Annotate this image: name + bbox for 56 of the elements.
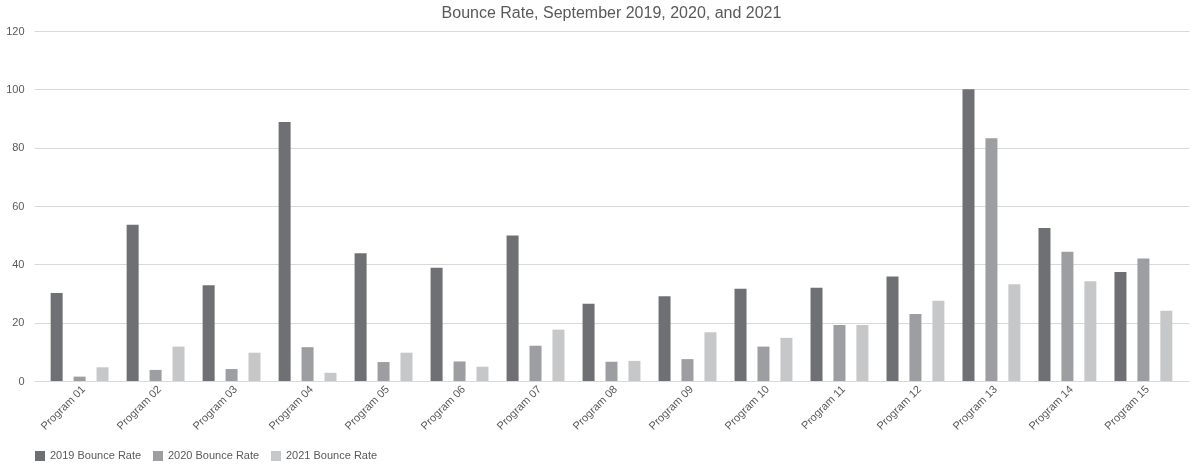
bar bbox=[1061, 251, 1074, 381]
bar bbox=[681, 359, 694, 381]
bar bbox=[932, 300, 945, 381]
bar bbox=[985, 138, 998, 381]
chart-title: Bounce Rate, September 2019, 2020, and 2021 bbox=[441, 4, 782, 21]
bar bbox=[172, 346, 185, 381]
bar bbox=[278, 122, 291, 381]
bar bbox=[225, 369, 238, 381]
y-tick-label: 20 bbox=[12, 316, 25, 329]
bar bbox=[50, 292, 63, 381]
bar bbox=[96, 367, 109, 381]
bar bbox=[833, 325, 846, 381]
bar bbox=[400, 352, 413, 381]
bar bbox=[628, 360, 641, 381]
bar bbox=[962, 89, 975, 381]
bar bbox=[202, 285, 215, 381]
y-tick-label: 0 bbox=[18, 374, 25, 387]
y-tick-label: 120 bbox=[6, 24, 25, 37]
bar bbox=[248, 352, 261, 381]
y-tick-label: 60 bbox=[12, 199, 25, 212]
bar bbox=[810, 287, 823, 381]
bar bbox=[909, 313, 922, 381]
bar bbox=[1114, 271, 1127, 381]
bar bbox=[605, 361, 618, 381]
bar bbox=[506, 235, 519, 381]
y-tick-label: 40 bbox=[12, 257, 25, 270]
bar bbox=[780, 337, 793, 381]
bar bbox=[658, 296, 671, 381]
bar bbox=[301, 347, 314, 381]
legend-label: 2020 Bounce Rate bbox=[168, 449, 260, 461]
bar bbox=[704, 332, 717, 381]
bar bbox=[453, 361, 466, 381]
bar bbox=[354, 253, 367, 381]
bar bbox=[886, 276, 899, 381]
legend-label: 2021 Bounce Rate bbox=[286, 449, 378, 461]
bar bbox=[73, 376, 86, 381]
bar bbox=[149, 369, 162, 381]
bar bbox=[1038, 227, 1051, 381]
bar bbox=[324, 372, 337, 381]
bar bbox=[552, 329, 565, 381]
bar bbox=[856, 325, 869, 381]
bar bbox=[582, 303, 595, 381]
bar bbox=[430, 267, 443, 381]
bar bbox=[734, 288, 747, 381]
bar bbox=[377, 362, 390, 381]
bar bbox=[1137, 258, 1150, 381]
legend-label: 2019 Bounce Rate bbox=[50, 449, 142, 461]
bar bbox=[1084, 281, 1097, 381]
bar bbox=[126, 224, 139, 381]
y-tick-label: 100 bbox=[6, 82, 25, 95]
bar bbox=[757, 346, 770, 381]
bar bbox=[1160, 310, 1173, 381]
bar bbox=[529, 345, 542, 381]
bar bbox=[1008, 284, 1021, 381]
y-tick-label: 80 bbox=[12, 141, 25, 154]
bar bbox=[476, 366, 489, 381]
